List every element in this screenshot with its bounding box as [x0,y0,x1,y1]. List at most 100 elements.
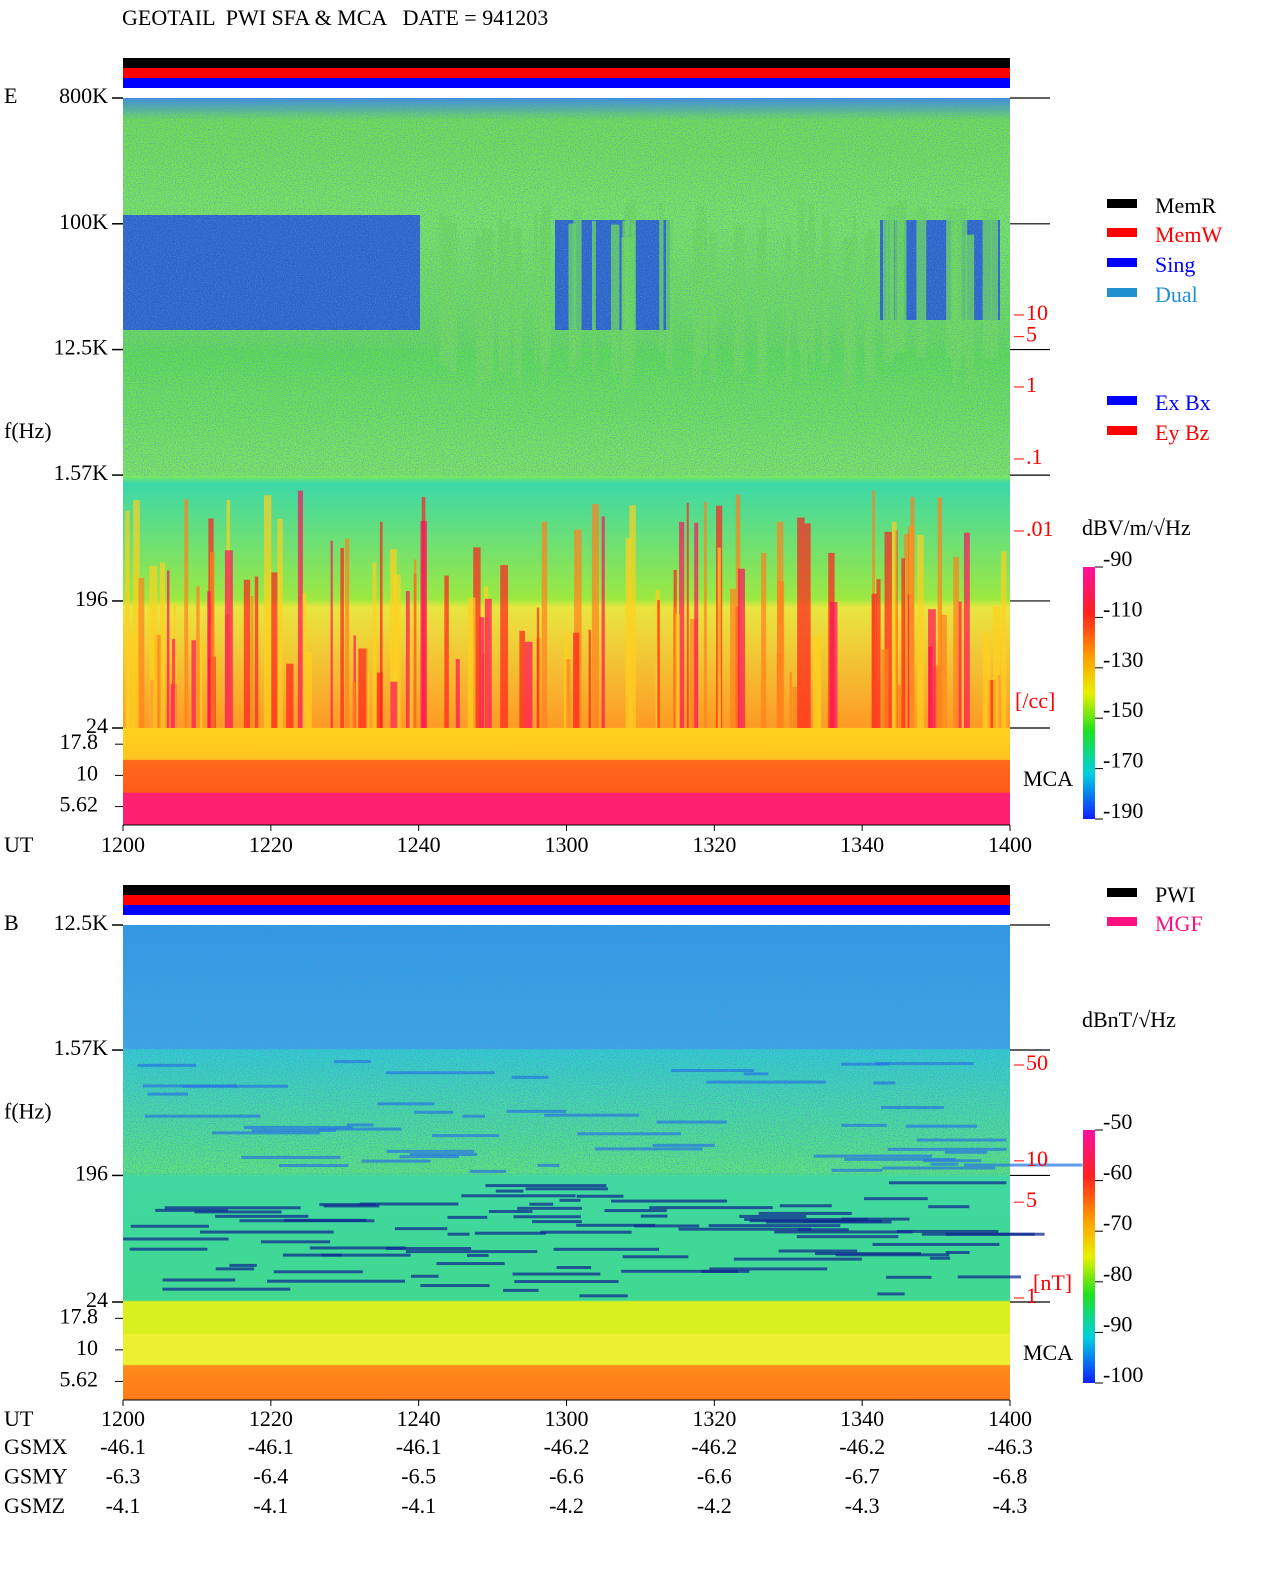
spectrogram-streak [963,532,970,728]
x-tick-label: 1320 [692,832,736,857]
spectrogram-streak [679,521,685,728]
spectrogram-stripe [123,1237,229,1241]
density-tick-label: 1 [1026,372,1037,397]
x-tick-label: 1220 [249,1406,293,1431]
colorbar [1083,1130,1095,1383]
spectrogram-streak [409,634,413,728]
y-tick-label: 12.5K [54,910,109,935]
spectrogram-streak [804,523,811,728]
spectrogram-streak [524,641,533,728]
x-tick-label: 1400 [988,1406,1032,1431]
mca-tick-label: 10 [76,1335,98,1360]
spectrogram-streak [829,602,838,728]
y-tick-label: 800K [59,83,108,108]
orbit-value: -6.5 [401,1464,436,1489]
status-bar [123,58,1010,68]
spectrogram-streak [625,538,632,728]
spectrogram-stripe [621,1269,738,1273]
orbit-value: -46.1 [100,1434,146,1459]
orbit-value: -4.1 [401,1493,436,1518]
legend-label: MemR [1155,193,1216,218]
spectrogram-stripe [559,1198,581,1202]
spectrogram-stripe [410,1274,439,1278]
spectrogram-stripe [447,1232,470,1236]
spectrogram-stripe [386,1247,472,1251]
spectrogram-stripe [928,1205,970,1209]
spectrogram-stripe [215,1214,309,1218]
spectrogram-streak [910,496,915,728]
spectrogram-stripe [744,1217,869,1221]
spectrogram-stripe [649,1206,773,1210]
spectrogram-stripe [273,1270,363,1274]
colorbar-tick-label: -150 [1103,697,1143,722]
spectrogram-streak [717,547,721,728]
mca-tick-label: 17.8 [60,729,99,754]
spectrogram-streak [813,637,821,728]
x-tick-label: 1240 [397,832,441,857]
spectrogram-stripe [525,1187,608,1191]
spectrogram-stripe [320,1253,411,1257]
orbit-value: -46.1 [248,1434,294,1459]
spectrogram-stripe [708,1224,841,1228]
spectrogram-stripe [633,1224,700,1228]
status-bar [123,895,1010,905]
spectrogram-streak [982,632,991,728]
x-axis-label: UT [4,1406,34,1431]
spectrogram-stripe [778,1249,858,1253]
legend-label: PWI [1155,882,1195,907]
density-tick-label: 50 [1026,1050,1048,1075]
spectrogram-stripe [467,1253,489,1257]
spectrogram-streak [340,547,344,728]
spectrogram-stripe [531,1220,582,1224]
status-bar [123,68,1010,78]
spectrogram-stripe [162,1287,291,1291]
page-title: GEOTAIL PWI SFA & MCA DATE = 941203 [122,5,548,30]
spectrogram-streak [372,562,377,728]
spectrogram-stripe [517,1206,582,1210]
spectrogram-stripe [323,1204,380,1208]
spectrogram-stripe [215,1267,255,1271]
spectrogram-stripe [700,1269,750,1273]
spectrogram-stripe [503,1288,539,1292]
orbit-value: -46.2 [691,1434,737,1459]
mca-tick-label: 10 [76,760,98,785]
spectrogram-stripe [579,1294,628,1298]
x-tick-label: 1200 [101,1406,145,1431]
density-tick-label: .01 [1026,516,1054,541]
panel-label: E [4,83,17,108]
spectrogram-stripe [359,1202,459,1206]
y-tick-label: 196 [75,586,108,611]
spectrogram-streak [519,630,526,728]
spectrogram-streak [172,638,176,728]
spectrogram-streak [761,552,767,728]
spectrogram-streak [166,570,170,728]
orbit-value: -46.2 [839,1434,885,1459]
spectrogram-stripe [774,1230,913,1234]
spectrogram-streak [473,547,481,728]
spectrogram-streak [306,651,312,728]
spectrogram-streak [138,577,145,728]
spectrogram-stripe [611,1199,728,1203]
colorbar-tick-label: -90 [1103,546,1132,571]
spectrogram-streak [250,596,254,728]
spectrogram-stripe [886,1275,932,1279]
orbit-value: -6.6 [549,1464,584,1489]
spectrogram-stripe [200,1230,334,1234]
x-tick-label: 1300 [545,832,589,857]
spectrogram-streak [566,659,571,728]
charts: Ef(Hz)UTMCA800K100K12.5K1.57K1962417.810… [4,58,1222,1518]
spectrogram-streak [191,640,196,728]
spectrogram-stripe [864,1197,928,1201]
legend-swatch [1107,258,1137,267]
spectrogram-streak [207,591,211,728]
spectrogram-streak [330,540,333,728]
colorbar-tick-label: -190 [1103,798,1143,823]
spectrogram-streak [376,672,383,728]
spectrogram-streak [988,679,996,728]
orbit-value: -46.1 [396,1434,442,1459]
colorbar-tick-label: -70 [1103,1210,1132,1235]
x-axis-label: UT [4,832,34,857]
spectrogram-streak [817,634,822,728]
spectrogram-streak [563,632,569,728]
spectrogram-streak [365,648,369,728]
